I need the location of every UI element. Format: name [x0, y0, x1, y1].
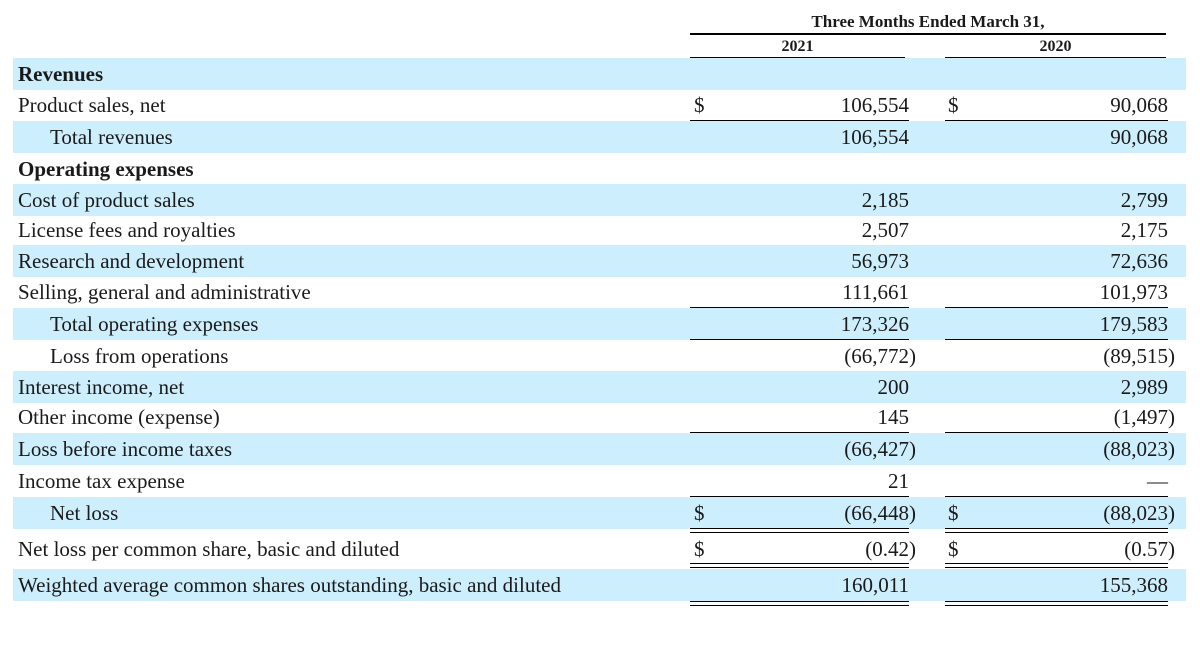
total-double-rule-2021: [690, 601, 909, 606]
subtotal-rule-2021: [690, 496, 909, 497]
row-label: Other income (expense): [18, 405, 220, 429]
row-label: Loss from operations: [50, 344, 229, 368]
row-product-sales: Product sales, net $ 106,554 $ 90,068: [13, 89, 1186, 121]
value-2021: 111,661: [842, 280, 909, 304]
value-2020: 90,068: [1110, 93, 1168, 117]
header-rule: [690, 33, 1166, 35]
value-2020: (0.57): [1124, 537, 1175, 561]
row-weighted-average-shares: Weighted average common shares outstandi…: [13, 569, 1186, 601]
value-2021: 21: [888, 469, 909, 493]
subtotal-rule-2021: [690, 339, 909, 340]
total-double-rule-2020: [945, 601, 1168, 606]
row-total-revenues: Total revenues 106,554 90,068: [13, 121, 1186, 153]
row-label: Net loss per common share, basic and dil…: [18, 537, 400, 561]
total-double-rule-2020: [945, 563, 1168, 568]
row-research-development: Research and development 56,973 72,636: [13, 245, 1186, 277]
subtotal-rule-2020: [945, 307, 1168, 308]
subtotal-rule-2021: [690, 432, 909, 433]
total-double-rule-2021: [690, 528, 909, 533]
subtotal-rule-2020: [945, 432, 1168, 433]
column-header-2020: 2020: [1039, 38, 1072, 55]
row-total-operating-expenses: Total operating expenses 173,326 179,583: [13, 308, 1186, 340]
row-operating-expenses-heading: Operating expenses: [13, 153, 1186, 185]
subtotal-rule-2021: [690, 307, 909, 308]
row-revenues-heading: Revenues: [13, 58, 1186, 90]
row-label: Total revenues: [50, 125, 173, 149]
value-2020: (89,515): [1103, 344, 1175, 368]
value-2020: (1,497): [1113, 405, 1175, 429]
value-2021: 106,554: [840, 125, 909, 149]
subtotal-rule-2021: [690, 120, 909, 121]
value-2020: —: [1147, 469, 1168, 493]
currency-symbol-2020: $: [948, 93, 959, 117]
value-2021: 200: [877, 375, 910, 399]
row-cost-of-product-sales: Cost of product sales 2,185 2,799: [13, 184, 1186, 216]
row-label: Selling, general and administrative: [18, 280, 311, 304]
subtotal-rule-2020: [945, 339, 1168, 340]
value-2020: 2,799: [1120, 188, 1168, 212]
value-2020: 90,068: [1110, 125, 1168, 149]
value-2021: (66,427): [844, 437, 916, 461]
value-2021: (66,772): [844, 344, 916, 368]
row-label: Product sales, net: [18, 93, 166, 117]
row-label: Cost of product sales: [18, 188, 195, 212]
row-income-tax-expense: Income tax expense 21 —: [13, 465, 1186, 497]
row-label: Net loss: [50, 501, 119, 525]
row-net-loss: Net loss $ (66,448) $ (88,023): [13, 497, 1186, 529]
column-header-2021: 2021: [781, 38, 814, 55]
period-header: Three Months Ended March 31,: [811, 12, 1045, 31]
value-2021: 106,554: [840, 93, 909, 117]
row-loss-before-taxes: Loss before income taxes (66,427) (88,02…: [13, 433, 1186, 465]
row-net-loss-per-share: Net loss per common share, basic and dil…: [13, 533, 1186, 565]
value-2020: 2,175: [1120, 218, 1168, 242]
row-label: Loss before income taxes: [18, 437, 233, 461]
total-double-rule-2021: [690, 563, 909, 568]
row-label: Operating expenses: [18, 157, 194, 181]
value-2021: (0.42): [865, 537, 916, 561]
value-2020: (88,023): [1103, 437, 1175, 461]
value-2020: 2,989: [1120, 375, 1168, 399]
value-2020: 72,636: [1110, 249, 1168, 273]
currency-symbol-2021: $: [694, 537, 705, 561]
value-2020: 101,973: [1099, 280, 1168, 304]
subtotal-rule-2020: [945, 496, 1168, 497]
row-other-income: Other income (expense) 145 (1,497): [13, 401, 1186, 433]
row-label: Total operating expenses: [50, 312, 259, 336]
value-2021: 160,011: [841, 573, 909, 597]
row-label: License fees and royalties: [18, 218, 236, 242]
row-label: Research and development: [18, 249, 245, 273]
currency-symbol-2020: $: [948, 537, 959, 561]
currency-symbol-2020: $: [948, 501, 959, 525]
value-2020: (88,023): [1103, 501, 1175, 525]
value-2021: (66,448): [844, 501, 916, 525]
value-2021: 2,507: [861, 218, 909, 242]
currency-symbol-2021: $: [694, 93, 705, 117]
row-license-fees: License fees and royalties 2,507 2,175: [13, 214, 1186, 246]
row-label: Income tax expense: [18, 469, 185, 493]
value-2021: 173,326: [840, 312, 909, 336]
currency-symbol-2021: $: [694, 501, 705, 525]
value-2021: 145: [877, 405, 910, 429]
subtotal-rule-2020: [945, 120, 1168, 121]
value-2021: 56,973: [851, 249, 909, 273]
row-label: Revenues: [18, 62, 104, 86]
total-double-rule-2020: [945, 528, 1168, 533]
value-2020: 179,583: [1099, 312, 1168, 336]
value-2020: 155,368: [1099, 573, 1168, 597]
value-2021: 2,185: [861, 188, 909, 212]
row-label: Interest income, net: [18, 375, 185, 399]
row-loss-from-operations: Loss from operations (66,772) (89,515): [13, 340, 1186, 372]
row-interest-income: Interest income, net 200 2,989: [13, 371, 1186, 403]
row-sga: Selling, general and administrative 111,…: [13, 276, 1186, 308]
row-label: Weighted average common shares outstandi…: [18, 573, 561, 597]
